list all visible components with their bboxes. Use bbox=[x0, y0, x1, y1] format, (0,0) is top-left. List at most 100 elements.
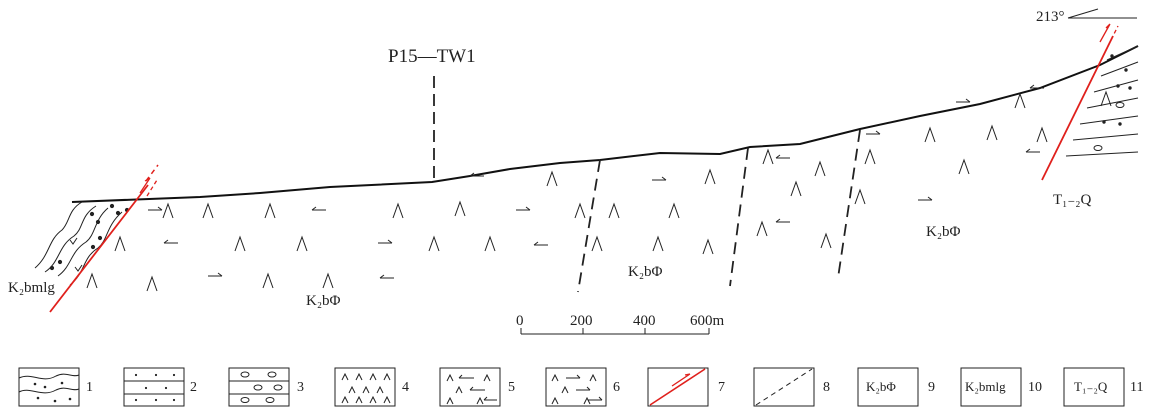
volcanic-caret bbox=[296, 235, 308, 252]
volcanic-caret bbox=[820, 232, 832, 249]
volcanic-caret bbox=[114, 235, 126, 252]
legend-text-9: K₂bΦ bbox=[866, 379, 896, 394]
volcanic-caret bbox=[262, 272, 274, 289]
flow-arrow-mark bbox=[163, 239, 178, 244]
legend-item-4: 4 bbox=[334, 367, 409, 407]
volcanic-caret bbox=[814, 160, 826, 177]
scale-bar: 0 200 400 600m bbox=[516, 313, 725, 335]
volcanic-caret bbox=[762, 148, 774, 165]
flow-arrow-mark bbox=[956, 98, 971, 103]
volcanic-caret bbox=[608, 202, 620, 219]
volcanic-caret bbox=[1100, 90, 1112, 107]
volcanic-caret bbox=[652, 235, 664, 252]
well-label: P15—TW1 bbox=[388, 46, 476, 67]
volcanic-caret bbox=[546, 170, 558, 187]
flow-arrow-mark bbox=[1025, 148, 1040, 153]
volcanic-caret bbox=[162, 202, 174, 219]
legend-num-7: 7 bbox=[718, 380, 725, 395]
flow-arrow-mark bbox=[311, 206, 326, 211]
volcanic-caret bbox=[924, 126, 936, 143]
volcanic-caret bbox=[264, 202, 276, 219]
azimuth-label: 213° bbox=[1036, 9, 1065, 25]
formation-label-k2bphi-lower: K₂bΦ bbox=[306, 293, 341, 309]
scale-tick-400: 400 bbox=[633, 313, 656, 329]
legend-num-5: 5 bbox=[508, 380, 515, 395]
volcanic-caret bbox=[756, 220, 768, 237]
flow-arrow-mark bbox=[516, 206, 531, 211]
legend-item-3: 3 bbox=[228, 367, 304, 407]
flow-arrow-mark bbox=[469, 172, 484, 177]
formation-label-k2bphi-middle: K₂bΦ bbox=[628, 264, 663, 280]
legend-num-1: 1 bbox=[86, 380, 93, 395]
legend-item-9: K₂bΦ 9 bbox=[857, 367, 935, 407]
volcanic-caret bbox=[146, 275, 158, 292]
volcanic-caret bbox=[234, 235, 246, 252]
scale-tick-600m: 600m bbox=[690, 313, 725, 329]
formation-label-k2bphi-right: K₂bΦ bbox=[926, 224, 961, 240]
volcanic-caret bbox=[484, 235, 496, 252]
flow-arrow-mark bbox=[208, 272, 223, 277]
volcanic-caret bbox=[986, 124, 998, 141]
volcanic-caret bbox=[454, 200, 466, 217]
legend-num-9: 9 bbox=[928, 380, 935, 395]
legend-item-7: 7 bbox=[647, 367, 725, 407]
legend-num-11: 11 bbox=[1130, 380, 1143, 395]
inferred-faults bbox=[577, 129, 861, 293]
volcanic-caret bbox=[202, 202, 214, 219]
volcanic-caret bbox=[591, 235, 603, 252]
flow-arrow-mark bbox=[1029, 84, 1044, 89]
legend-num-2: 2 bbox=[190, 380, 197, 395]
flow-arrow-mark bbox=[775, 154, 790, 159]
flow-arrow-mark bbox=[918, 196, 933, 201]
volcanic-caret bbox=[668, 202, 680, 219]
flow-arrow-mark bbox=[379, 274, 394, 279]
flow-arrow-mark bbox=[533, 241, 548, 246]
ground-surface-line bbox=[71, 45, 1139, 203]
legend-item-2: 2 bbox=[123, 367, 197, 407]
legend-item-5: 5 bbox=[439, 367, 515, 407]
scale-tick-200: 200 bbox=[570, 313, 593, 329]
legend-text-10: K₂bmlg bbox=[965, 379, 1006, 394]
legend-num-4: 4 bbox=[402, 380, 409, 395]
volcanic-caret bbox=[958, 158, 970, 175]
legend-item-8: 8 bbox=[753, 367, 830, 407]
legend-item-1: 1 bbox=[18, 367, 93, 407]
volcanic-caret bbox=[574, 202, 586, 219]
volcanic-caret bbox=[702, 238, 714, 255]
volcanic-caret bbox=[704, 168, 716, 185]
flow-arrow-mark bbox=[652, 176, 667, 181]
legend-text-11: T₁₋₂Q bbox=[1074, 379, 1108, 394]
volcanic-caret bbox=[1014, 92, 1026, 109]
legend-num-3: 3 bbox=[297, 380, 304, 395]
legend-num-10: 10 bbox=[1028, 380, 1042, 395]
legend-num-6: 6 bbox=[613, 380, 620, 395]
azimuth-indicator: 213° bbox=[1036, 8, 1137, 25]
flow-arrow-mark bbox=[775, 218, 790, 223]
legend-num-8: 8 bbox=[823, 380, 830, 395]
volcanic-caret bbox=[854, 188, 866, 205]
legend: 1 2 3 4 bbox=[18, 367, 1143, 407]
volcanic-caret bbox=[392, 202, 404, 219]
fault-right bbox=[1041, 23, 1119, 181]
scale-tick-0: 0 bbox=[516, 313, 524, 329]
conglomerate-zone bbox=[34, 201, 130, 286]
volcanic-caret bbox=[790, 180, 802, 197]
volcanic-caret bbox=[864, 148, 876, 165]
formation-label-t12q: T₁₋₂Q bbox=[1053, 192, 1092, 208]
flow-arrow-mark bbox=[866, 130, 881, 135]
legend-item-6: 6 bbox=[545, 367, 620, 407]
formation-label-k2bmlg: K₂bmlg bbox=[8, 280, 55, 296]
well-p15-tw1: P15—TW1 bbox=[388, 46, 476, 182]
flow-arrow-mark bbox=[378, 239, 393, 244]
fault-left bbox=[49, 164, 159, 313]
flow-arrow-mark bbox=[148, 206, 163, 211]
volcanic-caret bbox=[1036, 126, 1048, 143]
legend-item-10: K₂bmlg 10 bbox=[960, 367, 1042, 407]
volcanic-caret bbox=[86, 272, 98, 289]
volcanic-caret bbox=[322, 272, 334, 289]
legend-item-11: T₁₋₂Q 11 bbox=[1063, 367, 1143, 407]
volcanic-caret bbox=[428, 235, 440, 252]
volcanic-symbols bbox=[86, 84, 1112, 292]
right-strata-column bbox=[1065, 45, 1139, 157]
